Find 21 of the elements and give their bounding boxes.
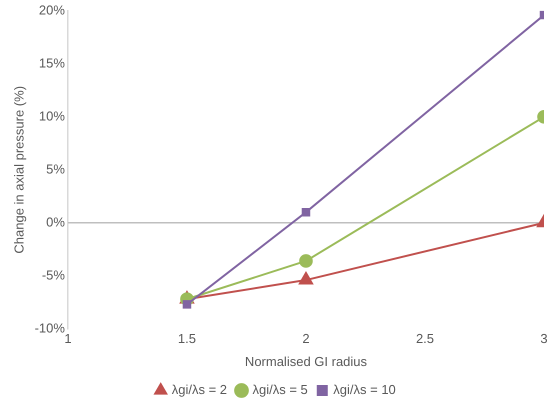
x-tick-label: 2.5 bbox=[416, 331, 434, 346]
y-tick-label: 20% bbox=[38, 2, 66, 18]
point bbox=[299, 254, 313, 268]
y-tick-label: 10% bbox=[38, 108, 66, 124]
legend-label: λgi/λs = 2 bbox=[172, 382, 228, 398]
point bbox=[302, 208, 310, 216]
x-tick-label: 1 bbox=[64, 331, 72, 346]
x-tick-label: 3 bbox=[540, 331, 548, 346]
y-tick-label: 0% bbox=[46, 214, 66, 230]
x-axis-title: Normalised GI radius bbox=[244, 354, 368, 369]
y-tick-label: 5% bbox=[46, 161, 66, 176]
legend-label: λgi/λs = 10 bbox=[333, 382, 396, 398]
point bbox=[298, 272, 314, 285]
legend-label: λgi/λs = 5 bbox=[252, 382, 308, 398]
y-tick-label: 15% bbox=[38, 55, 66, 70]
point bbox=[182, 300, 192, 309]
x-tick-label: 2 bbox=[302, 331, 310, 346]
y-tick-label: -5% bbox=[42, 267, 66, 282]
x-tick-label: 1.5 bbox=[178, 331, 196, 346]
y-axis-title: Change in axial pressure (%) bbox=[11, 86, 26, 254]
y-tick-label: -10% bbox=[34, 320, 66, 336]
